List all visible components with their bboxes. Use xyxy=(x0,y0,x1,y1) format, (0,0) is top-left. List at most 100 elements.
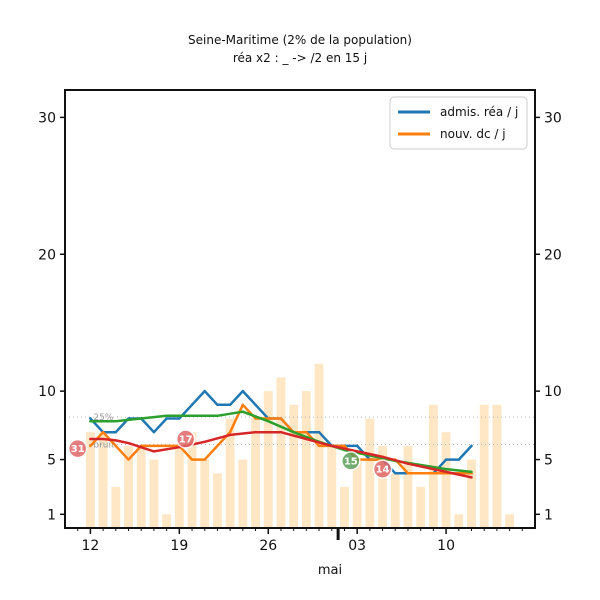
series-point-1 xyxy=(305,430,308,434)
series-point-0 xyxy=(254,403,257,407)
series-point-1 xyxy=(216,444,219,448)
bar xyxy=(149,459,159,528)
series-point-3 xyxy=(152,450,156,453)
bar xyxy=(378,445,388,528)
series-point-3 xyxy=(432,467,435,471)
badge-label: 15 xyxy=(344,456,358,467)
y-tick-label-left: 20 xyxy=(38,247,56,263)
bar xyxy=(187,432,197,528)
y-tick-label-right: 1 xyxy=(544,507,553,523)
bar xyxy=(162,514,172,528)
x-tick-label: 10 xyxy=(437,538,455,554)
legend: admis. réa / j nouv. dc / j xyxy=(389,96,528,150)
legend-label-nouv-dc: nouv. dc / j xyxy=(440,127,506,141)
y-tick-label-right: 30 xyxy=(544,110,562,126)
series-point-1 xyxy=(241,403,245,407)
series-point-1 xyxy=(190,458,194,461)
series-point-2 xyxy=(292,430,295,434)
series-point-1 xyxy=(267,417,270,420)
series-point-0 xyxy=(190,403,194,407)
series-point-1 xyxy=(419,472,422,475)
series-point-3 xyxy=(89,437,92,441)
bar xyxy=(200,459,210,528)
bar xyxy=(454,514,464,528)
series-point-2 xyxy=(190,414,194,417)
series-point-1 xyxy=(343,444,346,448)
y-tick-label-right: 10 xyxy=(544,384,562,400)
bar xyxy=(174,445,184,528)
series-point-0 xyxy=(178,417,181,420)
badge-circle xyxy=(372,459,393,479)
series-point-2 xyxy=(140,417,143,420)
bar xyxy=(416,486,426,528)
series-point-0 xyxy=(165,417,168,420)
reference-line-label: bruit xyxy=(93,441,115,451)
series-point-1 xyxy=(203,458,206,461)
y-tick-label-left: 1 xyxy=(47,507,56,523)
series-point-3 xyxy=(305,437,308,441)
bar xyxy=(98,432,108,528)
series-point-2 xyxy=(444,467,448,471)
series-point-1 xyxy=(114,444,118,448)
x-tick-label: 19 xyxy=(170,538,188,554)
bar xyxy=(467,459,476,528)
series-point-2 xyxy=(114,420,118,423)
legend-box xyxy=(389,96,528,150)
series-line-3 xyxy=(89,430,473,479)
series-point-1 xyxy=(152,444,156,448)
series-point-0 xyxy=(394,472,397,475)
badge-circle xyxy=(175,429,196,449)
badge-circle xyxy=(67,438,88,459)
bar xyxy=(390,473,400,528)
series-point-1 xyxy=(89,444,92,448)
bar xyxy=(327,445,337,528)
series-point-0 xyxy=(241,389,245,393)
series-point-1 xyxy=(317,444,321,448)
series-point-2 xyxy=(89,420,92,423)
series-point-0 xyxy=(203,389,206,393)
series-point-0 xyxy=(317,430,321,434)
series-point-3 xyxy=(101,437,105,441)
bar xyxy=(479,404,489,528)
y-tick-label-left: 5 xyxy=(47,453,56,469)
series-point-3 xyxy=(355,450,359,453)
bar xyxy=(263,391,273,528)
bar xyxy=(492,404,502,528)
x-tick-label: 03 xyxy=(348,538,366,554)
bar xyxy=(276,377,286,528)
series-point-1 xyxy=(432,472,435,475)
chart-subtitle: réa x2 : _ -> /2 en 15 j xyxy=(233,51,367,65)
badges-layer: 31 17 15 14 xyxy=(67,429,393,479)
x-axis-label: mai xyxy=(318,563,342,578)
series-point-3 xyxy=(470,476,473,479)
series-point-0 xyxy=(228,403,232,407)
bar xyxy=(505,514,515,528)
series-point-1 xyxy=(228,430,232,434)
series-point-2 xyxy=(216,414,219,417)
series-point-0 xyxy=(444,458,448,461)
bar xyxy=(225,418,235,528)
series-point-3 xyxy=(254,430,257,434)
series-point-2 xyxy=(241,410,245,413)
bar xyxy=(352,459,362,528)
bar xyxy=(85,432,95,528)
series-point-3 xyxy=(279,430,283,434)
series-point-0 xyxy=(114,430,118,434)
bar xyxy=(124,445,133,528)
bar xyxy=(441,432,451,528)
series-point-0 xyxy=(470,444,473,448)
series-point-3 xyxy=(203,440,206,443)
series-point-1 xyxy=(406,472,410,475)
series-point-1 xyxy=(165,444,168,448)
y-tick-label-right: 5 xyxy=(544,453,553,469)
series-point-0 xyxy=(355,444,359,448)
badge-circle xyxy=(341,451,361,471)
bar xyxy=(403,445,413,528)
series-point-1 xyxy=(127,458,130,461)
series-layer xyxy=(89,389,473,479)
reference-lines-layer: 25% bruit xyxy=(65,413,535,451)
series-point-3 xyxy=(114,439,118,442)
y-tick-label-left: 10 xyxy=(38,384,56,400)
